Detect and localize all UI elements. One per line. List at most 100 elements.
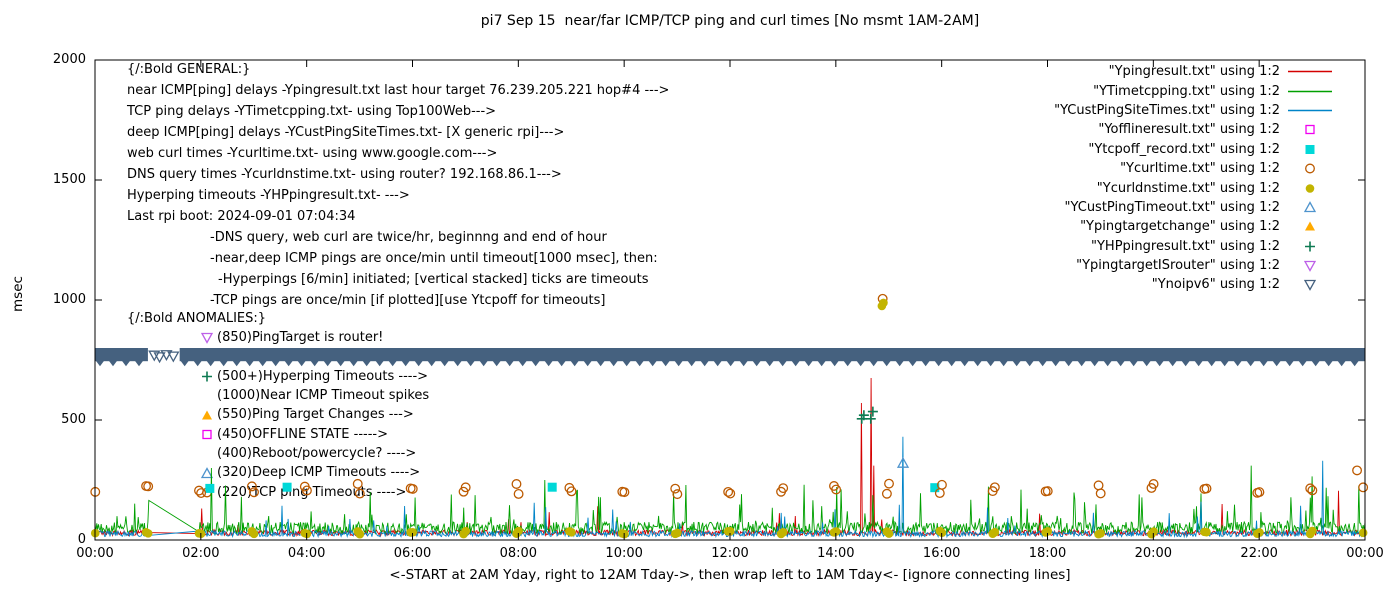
legend-item: "YTimetcpping.txt" using 1:2 [1054,81,1334,100]
general-note-line: -Hyperpings [6/min] initiated; [vertical… [218,272,649,287]
anomaly-note-text: (850)PingTarget is router! [217,330,384,346]
general-note-line: -TCP pings are once/min [if plotted][use… [210,293,606,308]
anomaly-note-line: (850)PingTarget is router! [199,328,429,347]
y-tick-label: 1000 [52,292,86,307]
plus-icon [199,369,215,384]
legend-label: "YHPpingresult.txt" using 1:2 [1091,238,1280,254]
legend-item: "Ypingtargetchange" using 1:2 [1054,217,1334,236]
legend-item: "Ynoipv6" using 1:2 [1054,275,1334,294]
anomaly-note-text: (400)Reboot/powercycle? ----> [217,446,417,462]
x-tick-label: 16:00 [922,546,961,561]
anomaly-note-line: {/:Bold ANOMALIES:} [127,309,429,328]
series-YCustPingTimeout.txt [896,456,910,468]
anomaly-note-line: (400)Reboot/powercycle? ----> [217,444,429,463]
general-note-line: deep ICMP[ping] delays -YCustPingSiteTim… [127,125,565,140]
legend-sample-circle-filled-icon [1286,181,1334,196]
anomaly-note-line: (220)TCP ping Timeouts ----> [199,483,429,502]
general-note-line: near ICMP[ping] delays -Ypingresult.txt … [127,83,670,98]
x-tick-label: 20:00 [1134,546,1173,561]
general-note-line: Last rpi boot: 2024-09-01 07:04:34 [127,209,356,224]
anomaly-note-text: {/:Bold ANOMALIES:} [127,311,267,326]
anomaly-note-text: (450)OFFLINE STATE -----> [217,426,388,442]
x-tick-label: 02:00 [182,546,220,561]
legend-item: "Ypingresult.txt" using 1:2 [1054,62,1334,81]
triangle-down-open-icon [199,330,215,345]
chart-title: pi7 Sep 15 near/far ICMP/TCP ping and cu… [480,13,980,29]
legend-label: "YCustPingSiteTimes.txt" using 1:2 [1054,102,1280,118]
legend-sample-triangle-filled-icon [1286,219,1334,234]
x-tick-label: 00:00 [76,546,114,561]
legend-item: "Yofflineresult.txt" using 1:2 [1054,120,1334,139]
x-tick-label: 08:00 [499,546,538,561]
general-note-line: TCP ping delays -YTimetcpping.txt- using… [127,104,497,119]
x-tick-label: 22:00 [1240,546,1278,561]
legend-label: "Ypingresult.txt" using 1:2 [1108,64,1280,80]
legend-item: "Ytcpoff_record.txt" using 1:2 [1054,140,1334,159]
y-tick-label: 2000 [52,52,86,67]
legend-item: "YpingtargetISrouter" using 1:2 [1054,256,1334,275]
legend-sample-square-filled-icon [1286,142,1334,157]
legend-item: "YCustPingSiteTimes.txt" using 1:2 [1054,101,1334,120]
legend-sample-triangle-down-open-icon [1286,277,1334,292]
x-tick-label: 10:00 [605,546,643,561]
anomaly-note-line: (1000)Near ICMP Timeout spikes [217,386,429,405]
x-tick-label: 12:00 [711,546,749,561]
anomaly-note-line [217,348,429,367]
circle-open-icon [199,485,215,500]
y-tick-label: 500 [61,412,86,427]
legend-label: "Yofflineresult.txt" using 1:2 [1098,122,1280,138]
general-note-line: web curl times -Ycurltime.txt- using www… [127,146,498,161]
general-note-line: -near,deep ICMP pings are once/min until… [210,251,658,266]
general-note-line: {/:Bold GENERAL:} [127,62,251,77]
legend: "Ypingresult.txt" using 1:2 "YTimetcpping… [1054,62,1334,295]
legend-sample-line-icon [1286,84,1334,99]
anomaly-note-line: (450)OFFLINE STATE -----> [199,425,429,444]
x-tick-label: 14:00 [817,546,855,561]
legend-item: "YCustPingTimeout.txt" using 1:2 [1054,198,1334,217]
anomaly-note-text: (550)Ping Target Changes ---> [217,407,414,423]
legend-sample-line-icon [1286,103,1334,118]
legend-sample-triangle-open-icon [1286,200,1334,215]
x-tick-label: 06:00 [393,546,432,561]
general-note-line: Hyperping timeouts -YHPpingresult.txt- -… [127,188,410,203]
general-note-line: DNS query times -Ycurldnstime.txt- using… [127,167,562,182]
legend-label: "Ytcpoff_record.txt" using 1:2 [1088,141,1280,157]
legend-sample-line-icon [1286,64,1334,79]
legend-label: "Ycurldnstime.txt" using 1:2 [1096,180,1280,196]
triangle-open-icon [199,466,215,481]
x-tick-label: 00:00 [1346,546,1384,561]
legend-label: "Ycurltime.txt" using 1:2 [1120,161,1280,177]
y-axis-label: msec [10,276,26,312]
square-open-icon [199,427,215,442]
anomalies-notes-block: {/:Bold ANOMALIES:} (850)PingTarget is ro… [127,309,429,502]
legend-sample-plus-icon [1286,239,1334,254]
x-tick-label: 18:00 [1028,546,1067,561]
legend-label: "Ypingtargetchange" using 1:2 [1080,219,1280,235]
general-notes-block: {/:Bold GENERAL:} near ICMP[ping] delays … [127,59,669,311]
legend-sample-square-open-icon [1286,122,1334,137]
anomaly-note-line: (320)Deep ICMP Timeouts ----> [199,463,429,482]
x-axis-label: <-START at 2AM Yday, right to 12AM Tday-… [389,567,1071,583]
triangle-filled-icon [199,408,215,423]
legend-label: "Ynoipv6" using 1:2 [1151,277,1280,293]
y-tick-label: 1500 [52,172,86,187]
x-tick-label: 04:00 [287,546,326,561]
series-YHPpingresult.txt [856,406,878,424]
general-note-line: -DNS query, web curl are twice/hr, begin… [210,230,607,245]
legend-item: "Ycurldnstime.txt" using 1:2 [1054,178,1334,197]
anomaly-note-text: (500+)Hyperping Timeouts ----> [217,368,429,384]
legend-sample-triangle-down-open-icon [1286,258,1334,273]
legend-label: "YCustPingTimeout.txt" using 1:2 [1064,199,1280,215]
y-tick-label: 0 [77,532,86,547]
legend-item: "Ycurltime.txt" using 1:2 [1054,159,1334,178]
legend-item: "YHPpingresult.txt" using 1:2 [1054,237,1334,256]
legend-label: "YTimetcpping.txt" using 1:2 [1093,83,1280,99]
anomaly-note-line: (500+)Hyperping Timeouts ----> [199,367,429,386]
anomaly-note-text: (220)TCP ping Timeouts ----> [217,484,407,500]
legend-label: "YpingtargetISrouter" using 1:2 [1076,258,1280,274]
legend-sample-circle-open-icon [1286,161,1334,176]
anomaly-note-text: (1000)Near ICMP Timeout spikes [217,388,430,404]
anomaly-note-text: (320)Deep ICMP Timeouts ----> [217,465,421,481]
anomaly-note-line: (550)Ping Target Changes ---> [199,405,429,424]
